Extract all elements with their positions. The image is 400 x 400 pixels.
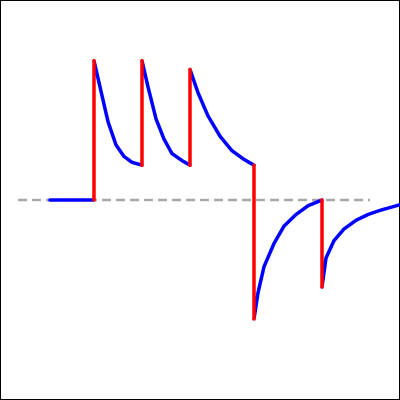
decay-series-layer (48, 59, 400, 321)
decay-curve-5 (252, 198, 324, 321)
decay-curve-2 (92, 59, 144, 167)
decay-curve-4 (188, 67, 256, 167)
decay-curve-6 (320, 202, 400, 289)
decay-curve-3 (140, 59, 192, 167)
jump-series-layer (92, 59, 324, 321)
